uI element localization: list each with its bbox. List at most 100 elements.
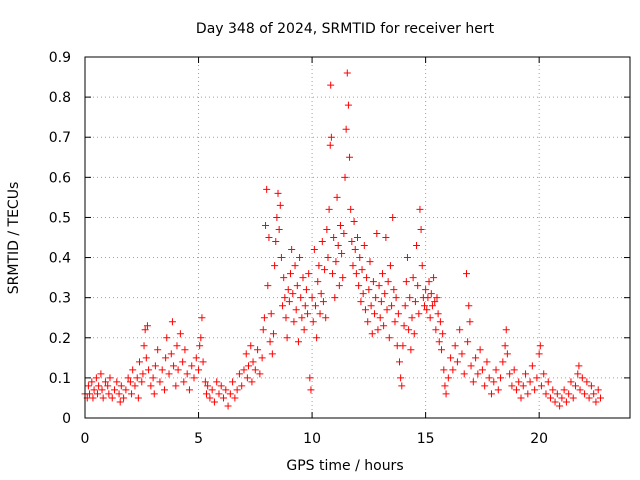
data-point: [329, 270, 337, 278]
y-tick-label: 0.8: [49, 90, 71, 106]
data-point: [290, 318, 298, 326]
data-point: [466, 318, 474, 326]
y-tick-labels: 0 0.1 0.2 0.3 0.4 0.5 0.6 0.7 0.8 0.9: [49, 50, 71, 427]
data-point: [284, 286, 292, 294]
data-point: [106, 374, 114, 382]
data-point: [311, 302, 319, 310]
data-point: [97, 370, 105, 378]
y-tick-label: 0.3: [49, 291, 71, 307]
data-point: [386, 262, 394, 270]
data-point: [423, 306, 431, 314]
y-tick-label: 0.1: [49, 371, 71, 387]
data-point: [259, 326, 267, 334]
data-point: [277, 254, 285, 262]
x-axis-title: GPS time / hours: [286, 458, 403, 474]
data-point: [400, 322, 408, 330]
data-point: [352, 270, 360, 278]
data-point: [243, 374, 251, 382]
data-point: [364, 318, 372, 326]
data-point: [235, 370, 243, 378]
data-point: [98, 386, 106, 394]
data-point: [354, 234, 361, 241]
data-point: [319, 298, 327, 306]
data-point: [84, 382, 92, 390]
data-point: [147, 382, 155, 390]
data-point: [422, 286, 430, 294]
data-point: [145, 366, 153, 374]
data-point: [572, 382, 579, 390]
data-point: [535, 350, 543, 358]
data-point: [435, 338, 443, 346]
data-point: [136, 358, 143, 366]
data-point: [202, 390, 210, 398]
data-point: [346, 153, 354, 161]
data-point: [410, 330, 418, 338]
data-point: [449, 366, 457, 374]
data-point: [116, 398, 124, 406]
data-point: [292, 306, 300, 314]
data-point: [122, 386, 130, 394]
data-point: [363, 274, 371, 282]
y-tick-label: 0.5: [49, 210, 71, 226]
data-point: [576, 386, 584, 394]
data-points: [81, 69, 604, 410]
data-point: [436, 318, 444, 326]
data-point: [326, 141, 334, 149]
data-point: [590, 390, 598, 398]
data-point: [360, 242, 368, 250]
data-point: [592, 398, 600, 406]
data-point: [322, 314, 330, 322]
data-point: [324, 254, 332, 262]
data-point: [384, 278, 392, 286]
data-point: [90, 386, 98, 394]
data-point: [245, 362, 252, 370]
data-point: [131, 382, 139, 390]
data-point: [198, 314, 206, 322]
data-point: [414, 282, 422, 290]
data-point: [380, 322, 388, 330]
data-point: [574, 370, 582, 378]
data-point: [558, 394, 566, 402]
data-point: [248, 378, 256, 386]
data-point: [251, 366, 259, 374]
data-point: [220, 394, 228, 402]
data-point: [465, 302, 473, 310]
data-point: [188, 362, 196, 370]
y-tick-label: 0.6: [49, 170, 71, 186]
data-point: [274, 189, 282, 197]
data-point: [415, 310, 423, 318]
data-point: [503, 350, 511, 358]
data-point: [280, 274, 288, 282]
data-point: [444, 374, 452, 382]
data-point: [185, 386, 193, 394]
data-point: [463, 270, 470, 278]
data-point: [458, 350, 466, 358]
data-point: [149, 374, 157, 382]
data-point: [430, 274, 438, 282]
data-point: [402, 278, 410, 286]
data-point: [269, 330, 277, 338]
data-point: [276, 201, 284, 209]
data-point: [578, 374, 586, 382]
data-point: [213, 378, 221, 386]
data-point: [439, 330, 447, 338]
data-point: [515, 378, 523, 386]
data-point: [296, 254, 304, 262]
data-point: [315, 262, 323, 270]
data-point: [168, 318, 176, 326]
data-point: [390, 286, 398, 294]
data-point: [487, 390, 495, 398]
data-point: [279, 302, 287, 310]
data-point: [501, 342, 509, 350]
data-point: [357, 298, 365, 306]
data-point: [331, 294, 339, 302]
data-point: [460, 370, 468, 378]
data-point: [283, 334, 291, 342]
data-point: [344, 101, 352, 109]
data-point: [502, 326, 510, 334]
data-point: [472, 354, 480, 362]
data-point: [310, 246, 318, 254]
data-point: [332, 258, 340, 266]
data-point: [551, 398, 559, 406]
